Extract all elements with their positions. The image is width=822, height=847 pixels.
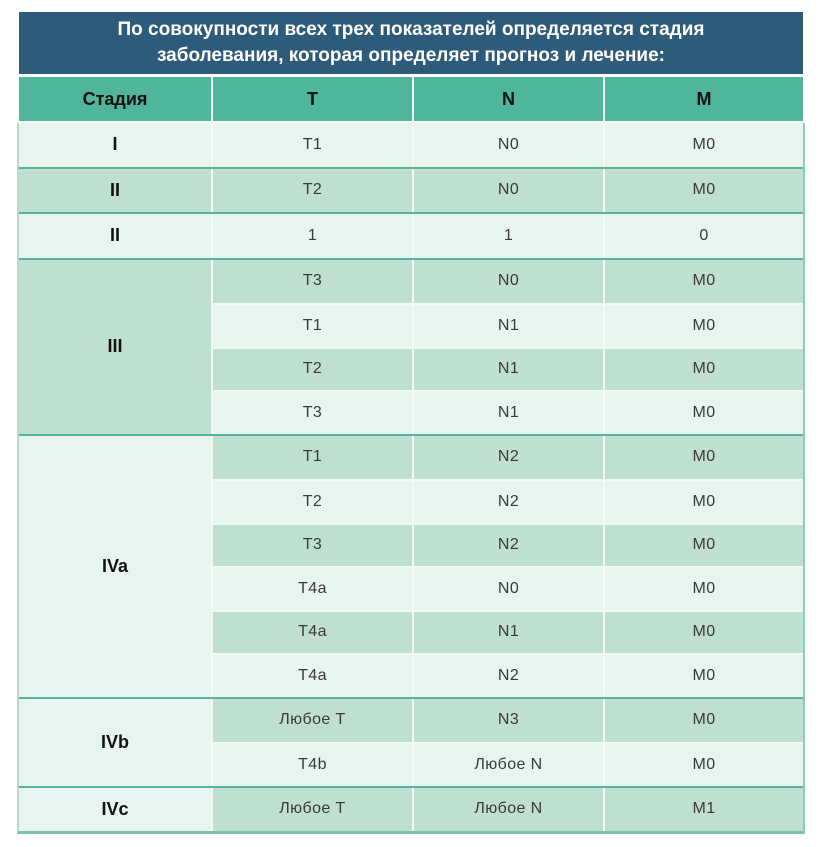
table-cell-t: 1 <box>211 214 412 258</box>
table-cell-t: Любое T <box>211 787 412 831</box>
table-cell-n: N1 <box>412 392 603 434</box>
table-cell-n: N3 <box>412 698 603 742</box>
table-cell-m: M0 <box>603 348 803 390</box>
table-cell-t: T2 <box>211 348 412 390</box>
column-header-m: M <box>603 77 803 121</box>
table-row: T4a N0 M0 <box>211 566 803 610</box>
column-header-stage: Стадия <box>82 88 148 109</box>
table-row: T3 N0 M0 <box>211 259 803 303</box>
table-cell-m: M0 <box>603 481 803 523</box>
table-cell-n: N0 <box>412 123 603 167</box>
table-cell-t: T3 <box>211 392 412 434</box>
table-cell-t: T2 <box>211 481 412 523</box>
table-cell-m: M0 <box>603 568 803 610</box>
table-row: T4b Любое N M0 <box>211 742 803 786</box>
stage-cell: IVb <box>19 698 211 786</box>
table-cell-m: M0 <box>603 698 803 742</box>
stage-group-ii: II T2 N0 M0 <box>19 166 803 212</box>
table-header-row: Стадия T N M <box>19 77 803 123</box>
table-row: Любое T Любое N M1 <box>211 787 803 831</box>
table-row: T1 N1 M0 <box>211 303 803 347</box>
column-header-n: N <box>412 77 603 121</box>
table-cell-m: M0 <box>603 392 803 434</box>
table-cell-m: M0 <box>603 123 803 167</box>
table-row: T2 N1 M0 <box>211 346 803 390</box>
table-cell-m: M0 <box>603 744 803 786</box>
stage-group-ivc: IVc Любое T Любое N M1 <box>19 785 803 831</box>
stage-cell: IVa <box>19 435 211 697</box>
table-row: Любое T N3 M0 <box>211 698 803 742</box>
table-cell-n: N2 <box>412 435 603 479</box>
table-cell-n: N2 <box>412 481 603 523</box>
table-cell-m: M0 <box>603 611 803 653</box>
table-cell-m: M0 <box>603 259 803 303</box>
table-row: T1 N2 M0 <box>211 435 803 479</box>
table-row: T1 N0 M0 <box>211 123 803 167</box>
stage-group-iva: IVa T1 N2 M0 T2 N2 M0 T3 N2 M0 T4a N0 M0 T4a N1 M0 T4a N2… <box>19 433 803 697</box>
stage-cell: IVc <box>19 787 211 831</box>
table-cell-n: N0 <box>412 568 603 610</box>
table-cell-t: T1 <box>211 305 412 347</box>
stage-group-rows: Любое T Любое N M1 <box>211 787 803 831</box>
table-cell-n: N1 <box>412 611 603 653</box>
table-cell-n: N0 <box>412 259 603 303</box>
table-title-bar: По совокупности всех трех показателей оп… <box>19 12 803 77</box>
table-cell-t: Любое T <box>211 698 412 742</box>
table-row: T2 N0 M0 <box>211 168 803 212</box>
table-cell-n: N0 <box>412 168 603 212</box>
table-cell-n: N1 <box>412 348 603 390</box>
staging-table: По совокупности всех трех показателей оп… <box>17 12 805 834</box>
table-row: T3 N2 M0 <box>211 522 803 566</box>
stage-group-rows: T1 N2 M0 T2 N2 M0 T3 N2 M0 T4a N0 M0 T4a N1 M0 T4a N2 M0 <box>211 435 803 697</box>
table-row: T4a N1 M0 <box>211 609 803 653</box>
table-cell-m: M0 <box>603 655 803 697</box>
table-cell-m: M0 <box>603 524 803 566</box>
table-cell-m: M0 <box>603 305 803 347</box>
table-cell-t: T4a <box>211 611 412 653</box>
table-cell-n: N1 <box>412 305 603 347</box>
stage-group-iii: III T3 N0 M0 T1 N1 M0 T2 N1 M0 T3 N1 M0 <box>19 257 803 434</box>
table-cell-m: M1 <box>603 787 803 831</box>
column-header-t: T <box>211 77 412 121</box>
table-cell-m: 0 <box>603 214 803 258</box>
table-cell-n: Любое N <box>412 787 603 831</box>
stage-group-i: I T1 N0 M0 <box>19 123 803 167</box>
table-row: T3 N1 M0 <box>211 390 803 434</box>
table-row: T4a N2 M0 <box>211 653 803 697</box>
table-cell-t: T3 <box>211 259 412 303</box>
stage-group-rows: T2 N0 M0 <box>211 168 803 212</box>
table-cell-t: T4b <box>211 744 412 786</box>
table-cell-n: Любое N <box>412 744 603 786</box>
stage-cell: II <box>19 168 211 212</box>
stage-cell: III <box>19 259 211 434</box>
table-cell-t: T4a <box>211 655 412 697</box>
table-cell-t: T3 <box>211 524 412 566</box>
stage-group-rows: Любое T N3 M0 T4b Любое N M0 <box>211 698 803 786</box>
table-body: I T1 N0 M0 II T2 N0 M0 II 1 1 0 III T3 N0 M0 T1 N1 M0 T2 N1 M… <box>17 123 805 834</box>
table-row: T2 N2 M0 <box>211 479 803 523</box>
stage-cell: I <box>19 123 211 167</box>
table-cell-t: T2 <box>211 168 412 212</box>
table-cell-t: T1 <box>211 123 412 167</box>
table-cell-n: N2 <box>412 524 603 566</box>
table-cell-t: T1 <box>211 435 412 479</box>
table-title: По совокупности всех трех показателей оп… <box>117 19 705 66</box>
stage-group-rows: T3 N0 M0 T1 N1 M0 T2 N1 M0 T3 N1 M0 <box>211 259 803 434</box>
stage-group-ii: II 1 1 0 <box>19 212 803 258</box>
stage-group-rows: T1 N0 M0 <box>211 123 803 167</box>
stage-cell: II <box>19 214 211 258</box>
table-cell-n: N2 <box>412 655 603 697</box>
table-cell-m: M0 <box>603 435 803 479</box>
table-cell-t: T4a <box>211 568 412 610</box>
table-cell-n: 1 <box>412 214 603 258</box>
stage-group-ivb: IVb Любое T N3 M0 T4b Любое N M0 <box>19 696 803 786</box>
table-cell-m: M0 <box>603 168 803 212</box>
